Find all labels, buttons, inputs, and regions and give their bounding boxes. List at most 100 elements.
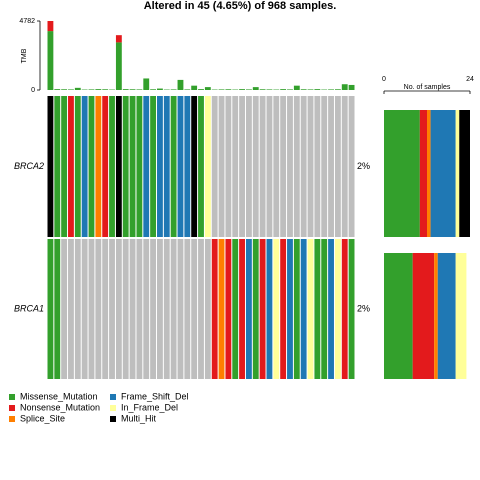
cell	[287, 239, 293, 379]
cell	[136, 239, 143, 379]
cell	[88, 239, 95, 379]
cell	[61, 239, 68, 379]
cell	[280, 239, 287, 379]
legend-swatch	[9, 405, 15, 411]
tmb-bar	[280, 89, 287, 90]
cell	[150, 96, 157, 237]
cell	[245, 239, 252, 379]
y-tick-label: 0	[31, 87, 35, 94]
cell	[170, 96, 177, 237]
cell	[95, 239, 102, 379]
cell	[88, 96, 95, 237]
legend-label: In_Frame_Del	[121, 402, 178, 412]
tmb-bar	[225, 89, 232, 90]
tmb-bar	[170, 89, 177, 90]
cell	[115, 239, 122, 379]
tmb-bar	[61, 89, 68, 90]
x-axis-label: No. of samples	[404, 84, 451, 91]
count-bar	[384, 110, 420, 237]
cell	[150, 239, 157, 379]
cell	[232, 239, 239, 379]
cell	[328, 239, 334, 379]
tmb-bar	[266, 89, 273, 90]
legend-label: Multi_Hit	[121, 413, 157, 423]
count-bar	[430, 110, 456, 237]
cell	[348, 96, 355, 237]
cell	[54, 239, 61, 379]
cell	[143, 239, 150, 379]
cell	[341, 239, 348, 379]
cell	[54, 96, 61, 237]
tmb-bar	[287, 89, 293, 90]
x-tick-label: 0	[382, 76, 386, 83]
cell	[143, 96, 150, 237]
tmb-bar	[184, 89, 191, 90]
tmb-bar	[300, 89, 307, 90]
legend-swatch	[9, 416, 15, 422]
cell	[300, 96, 307, 237]
cell	[198, 239, 204, 379]
cell	[211, 96, 218, 237]
cell	[198, 96, 204, 237]
gene-label: BRCA1	[14, 303, 44, 313]
cell	[61, 96, 68, 237]
cell	[300, 239, 307, 379]
x-tick-label: 24	[466, 76, 474, 83]
cell	[259, 239, 266, 379]
cell	[129, 239, 136, 379]
cell	[157, 96, 163, 237]
tmb-bar	[115, 35, 122, 43]
cell	[307, 239, 314, 379]
cell	[157, 239, 163, 379]
cell	[68, 96, 74, 237]
cell	[177, 96, 184, 237]
tmb-bar	[143, 78, 150, 90]
legend-label: Nonsense_Mutation	[20, 402, 100, 412]
chart-title: Altered in 45 (4.65%) of 968 samples.	[144, 0, 337, 12]
cell	[266, 96, 273, 237]
cell	[170, 239, 177, 379]
cell	[109, 96, 115, 237]
tmb-bar	[259, 89, 266, 90]
tmb-bar	[102, 89, 109, 90]
cell	[81, 239, 88, 379]
tmb-bar	[88, 89, 95, 90]
cell	[307, 96, 314, 237]
cell	[348, 239, 355, 379]
cell	[74, 96, 81, 237]
legend-label: Frame_Shift_Del	[121, 391, 189, 401]
legend-label: Splice_Site	[20, 413, 65, 423]
tmb-bar	[341, 84, 348, 90]
cell	[232, 96, 239, 237]
cell	[218, 96, 225, 237]
cell	[102, 96, 109, 237]
cell	[109, 239, 115, 379]
cell	[163, 96, 170, 237]
cell	[287, 96, 293, 237]
cell	[74, 239, 81, 379]
gene-label: BRCA2	[14, 161, 44, 171]
tmb-bar	[328, 89, 334, 90]
cell	[273, 239, 280, 379]
tmb-bar	[54, 89, 61, 90]
cell	[341, 96, 348, 237]
legend-swatch	[110, 416, 116, 422]
cell	[218, 239, 225, 379]
cell	[280, 96, 287, 237]
cell	[184, 96, 191, 237]
tmb-bar	[293, 85, 300, 90]
cell	[47, 239, 54, 379]
count-bar	[412, 253, 435, 379]
cell	[136, 96, 143, 237]
count-bar	[419, 110, 427, 237]
cell	[321, 96, 328, 237]
tmb-bar	[204, 87, 211, 90]
y-tick-label: 4782	[19, 18, 35, 25]
cell	[328, 96, 334, 237]
tmb-bar	[177, 79, 184, 90]
tmb-bar	[198, 89, 204, 90]
cell	[122, 96, 129, 237]
cell	[321, 239, 328, 379]
cell	[204, 239, 211, 379]
